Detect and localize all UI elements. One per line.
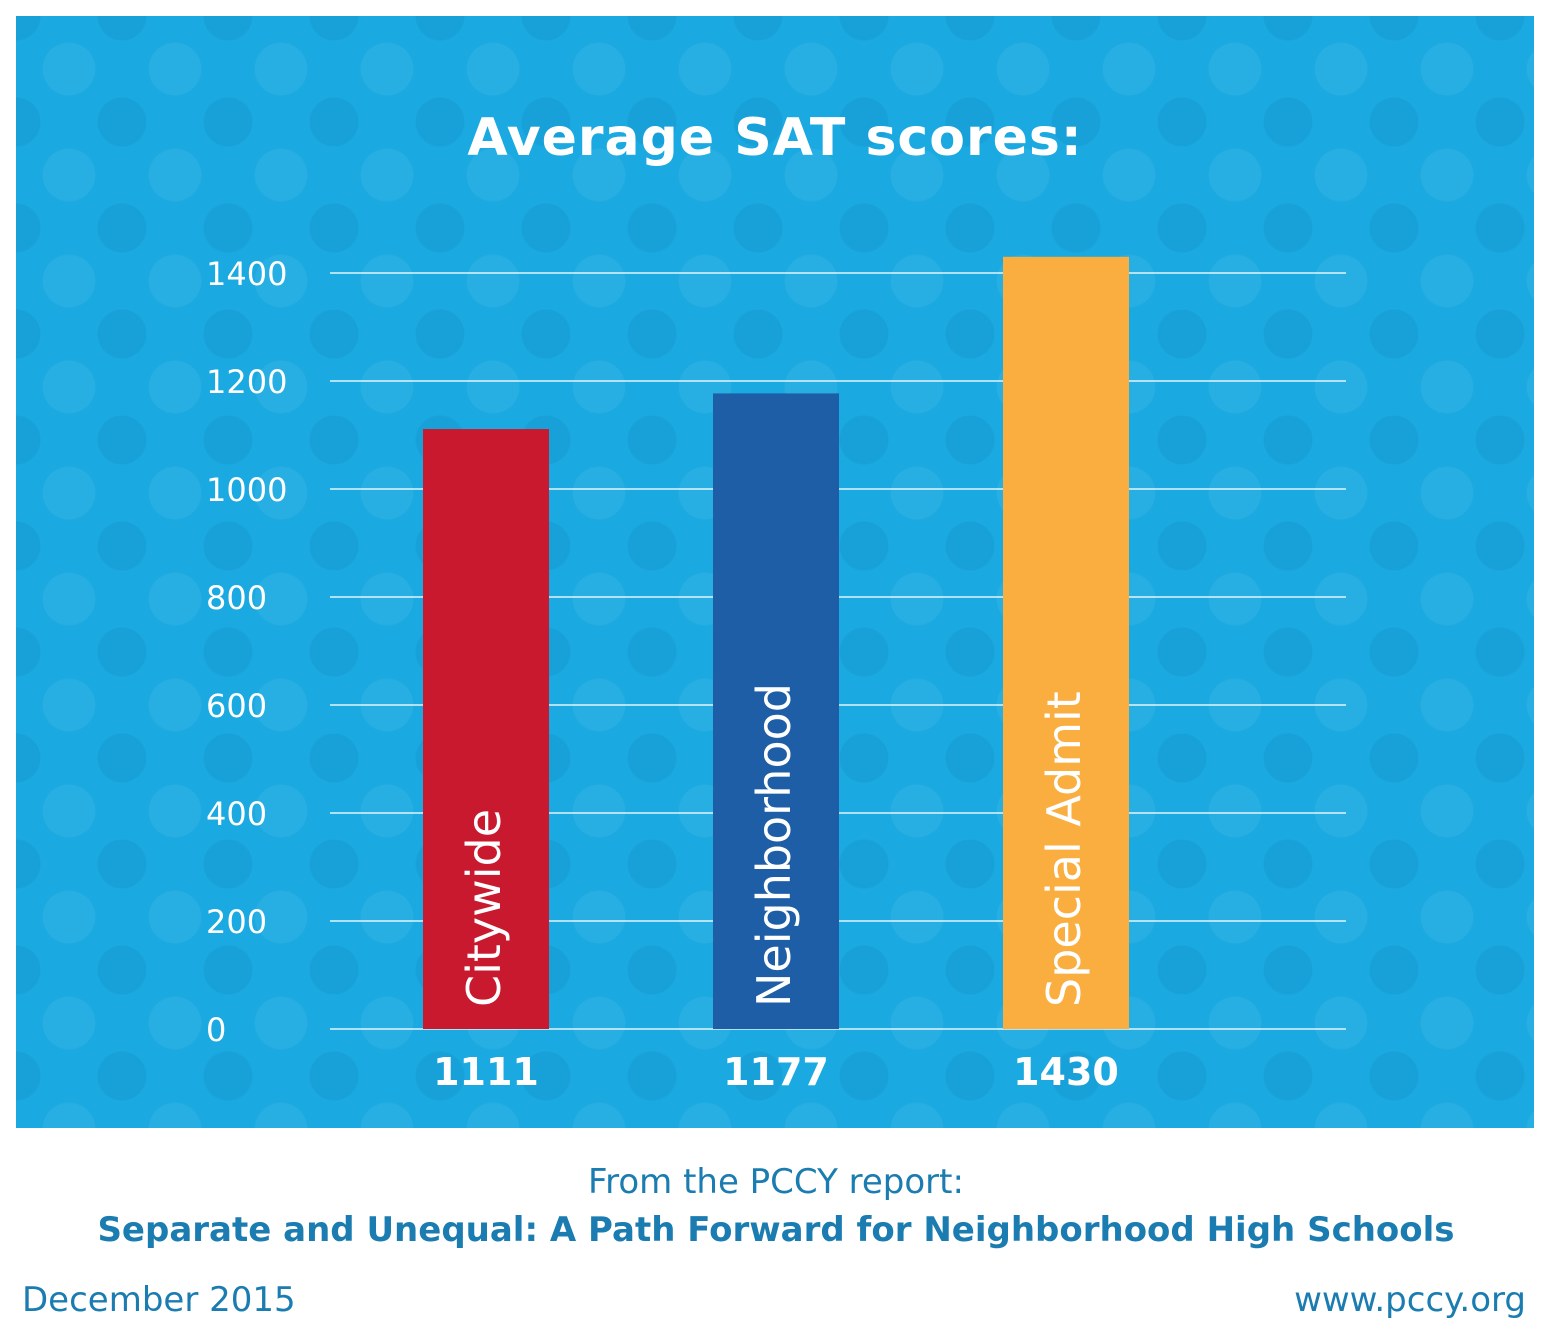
- footer-url[interactable]: www.pccy.org: [1294, 1280, 1526, 1320]
- y-tick-label: 1000: [206, 471, 287, 509]
- y-tick-label: 800: [206, 579, 267, 617]
- y-tick-label: 0: [206, 1011, 226, 1049]
- report-title: Separate and Unequal: A Path Forward for…: [97, 1210, 1455, 1250]
- y-tick-label: 400: [206, 795, 267, 833]
- bar-neighborhood: [713, 393, 839, 1029]
- bar-special-admit: [1003, 256, 1129, 1029]
- bar-citywide: [423, 429, 549, 1029]
- y-tick-label: 1400: [206, 255, 287, 293]
- footer-date: December 2015: [22, 1280, 296, 1320]
- chart-title: Average SAT scores:: [467, 108, 1083, 168]
- bar-chart: 0 200 400 600 800 1000 1200 1400 Citywide 1111 Nei…: [206, 255, 1346, 1094]
- y-tick-label: 200: [206, 903, 267, 941]
- bar-value-label: 1177: [723, 1050, 829, 1094]
- caption-intro: From the PCCY report:: [588, 1162, 964, 1202]
- bar-category-label: Citywide: [457, 809, 511, 1007]
- chart-panel: Average SAT scores: 0 200 400 600 800 1000 120…: [16, 16, 1534, 1128]
- bar-category-label: Special Admit: [1037, 691, 1091, 1007]
- bar-category-label: Neighborhood: [747, 683, 801, 1007]
- bar-value-label: 1430: [1013, 1050, 1119, 1094]
- y-tick-label: 600: [206, 687, 267, 725]
- y-tick-label: 1200: [206, 363, 287, 401]
- bar-value-label: 1111: [433, 1050, 539, 1094]
